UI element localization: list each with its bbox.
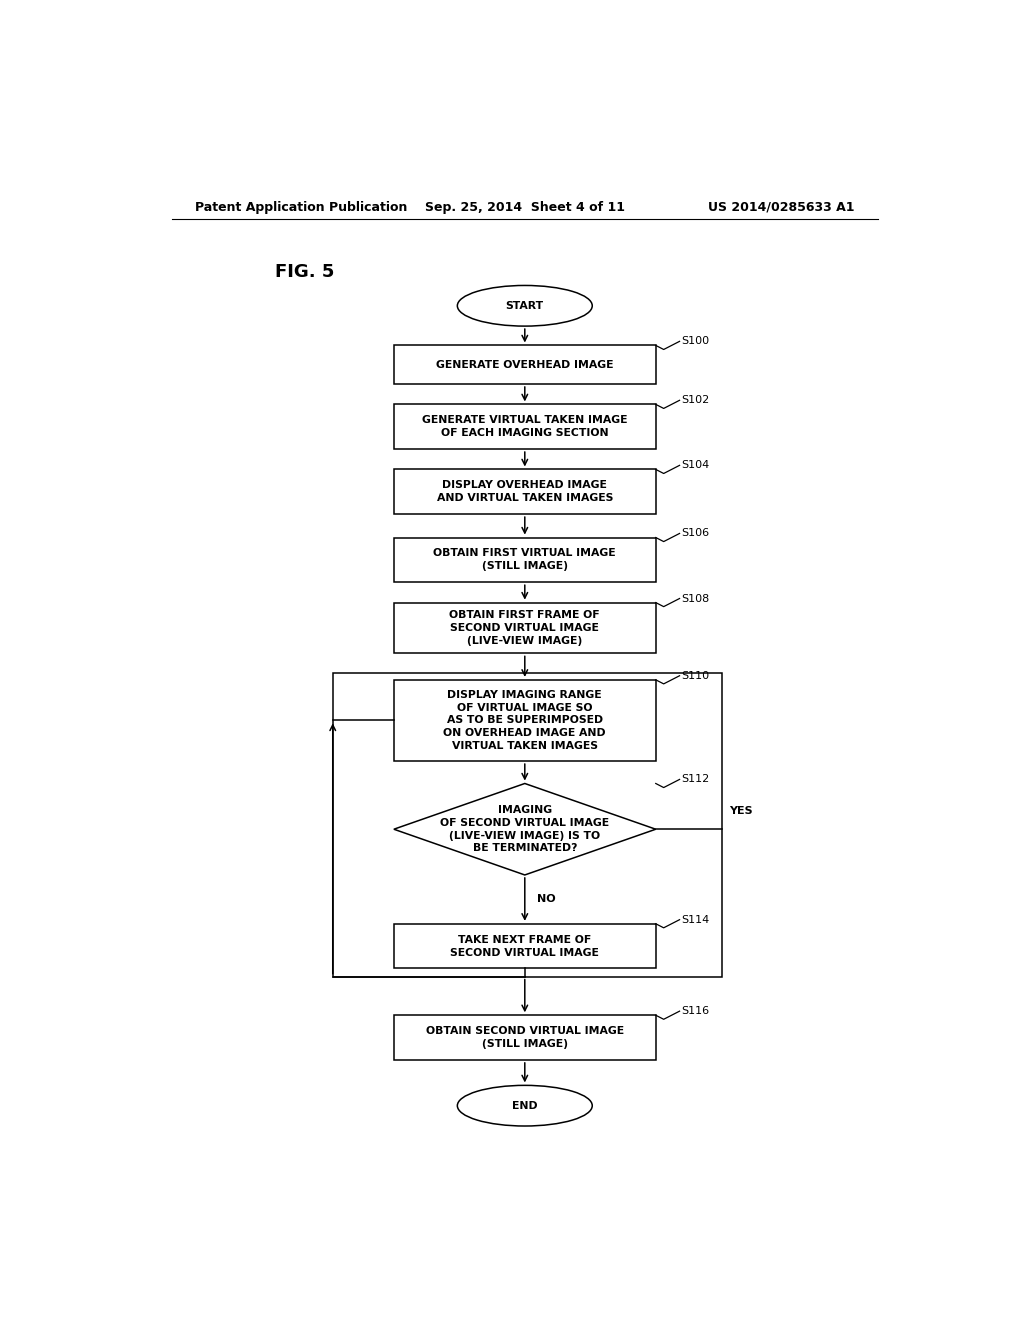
Text: Sep. 25, 2014  Sheet 4 of 11: Sep. 25, 2014 Sheet 4 of 11 bbox=[425, 201, 625, 214]
Text: DISPLAY OVERHEAD IMAGE
AND VIRTUAL TAKEN IMAGES: DISPLAY OVERHEAD IMAGE AND VIRTUAL TAKEN… bbox=[436, 480, 613, 503]
Text: S108: S108 bbox=[681, 594, 710, 603]
Text: TAKE NEXT FRAME OF
SECOND VIRTUAL IMAGE: TAKE NEXT FRAME OF SECOND VIRTUAL IMAGE bbox=[451, 935, 599, 957]
Text: S112: S112 bbox=[681, 775, 710, 784]
Text: S116: S116 bbox=[681, 1006, 710, 1016]
Polygon shape bbox=[394, 784, 655, 875]
Text: GENERATE OVERHEAD IMAGE: GENERATE OVERHEAD IMAGE bbox=[436, 360, 613, 370]
Bar bbox=[394, 470, 655, 515]
Ellipse shape bbox=[458, 1085, 592, 1126]
Text: S114: S114 bbox=[681, 915, 710, 925]
Text: Patent Application Publication: Patent Application Publication bbox=[196, 201, 408, 214]
Text: OBTAIN SECOND VIRTUAL IMAGE
(STILL IMAGE): OBTAIN SECOND VIRTUAL IMAGE (STILL IMAGE… bbox=[426, 1026, 624, 1049]
Bar bbox=[394, 346, 655, 384]
Bar bbox=[394, 1015, 655, 1060]
Bar bbox=[394, 924, 655, 969]
Text: FIG. 5: FIG. 5 bbox=[274, 263, 334, 281]
Text: NO: NO bbox=[537, 895, 555, 904]
Text: S106: S106 bbox=[681, 528, 710, 539]
Bar bbox=[394, 680, 655, 762]
Text: S102: S102 bbox=[681, 395, 710, 405]
Text: DISPLAY IMAGING RANGE
OF VIRTUAL IMAGE SO
AS TO BE SUPERIMPOSED
ON OVERHEAD IMAG: DISPLAY IMAGING RANGE OF VIRTUAL IMAGE S… bbox=[443, 690, 606, 751]
Text: START: START bbox=[506, 301, 544, 310]
Text: OBTAIN FIRST FRAME OF
SECOND VIRTUAL IMAGE
(LIVE-VIEW IMAGE): OBTAIN FIRST FRAME OF SECOND VIRTUAL IMA… bbox=[450, 610, 600, 645]
Bar bbox=[394, 537, 655, 582]
Text: US 2014/0285633 A1: US 2014/0285633 A1 bbox=[708, 201, 854, 214]
Text: GENERATE VIRTUAL TAKEN IMAGE
OF EACH IMAGING SECTION: GENERATE VIRTUAL TAKEN IMAGE OF EACH IMA… bbox=[422, 416, 628, 438]
Text: OBTAIN FIRST VIRTUAL IMAGE
(STILL IMAGE): OBTAIN FIRST VIRTUAL IMAGE (STILL IMAGE) bbox=[433, 549, 616, 572]
Ellipse shape bbox=[458, 285, 592, 326]
Bar bbox=[394, 602, 655, 653]
Text: S104: S104 bbox=[681, 461, 710, 470]
Bar bbox=[333, 673, 722, 977]
Text: IMAGING
OF SECOND VIRTUAL IMAGE
(LIVE-VIEW IMAGE) IS TO
BE TERMINATED?: IMAGING OF SECOND VIRTUAL IMAGE (LIVE-VI… bbox=[440, 805, 609, 854]
Text: END: END bbox=[512, 1101, 538, 1110]
Bar bbox=[394, 404, 655, 449]
Text: YES: YES bbox=[729, 807, 754, 816]
Text: S100: S100 bbox=[681, 337, 710, 346]
Text: S110: S110 bbox=[681, 671, 710, 681]
